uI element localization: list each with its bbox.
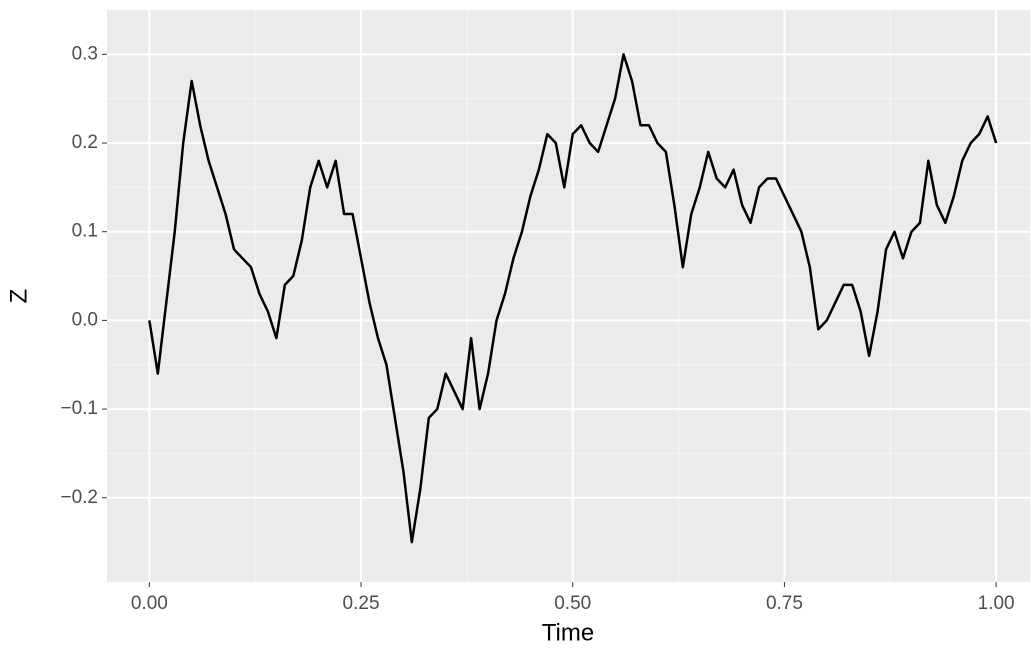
y-tick-label: 0.3 [72, 43, 98, 64]
y-tick-label: 0.0 [72, 309, 98, 330]
y-tick-label: −0.1 [60, 398, 98, 419]
x-tick-label: 0.50 [554, 593, 591, 614]
x-tick-label: 0.00 [131, 593, 168, 614]
x-tick-label: 0.25 [343, 593, 380, 614]
y-tick-label: −0.2 [60, 487, 98, 508]
y-tick-label: 0.1 [72, 221, 98, 242]
panel [107, 10, 1030, 582]
x-tick-label: 1.00 [978, 593, 1015, 614]
x-tick-label: 0.75 [766, 593, 803, 614]
x-axis-title: Time [542, 619, 594, 646]
y-tick-label: 0.2 [72, 132, 98, 153]
data-line [148, 53, 998, 544]
y-axis-title: Z [5, 289, 32, 304]
